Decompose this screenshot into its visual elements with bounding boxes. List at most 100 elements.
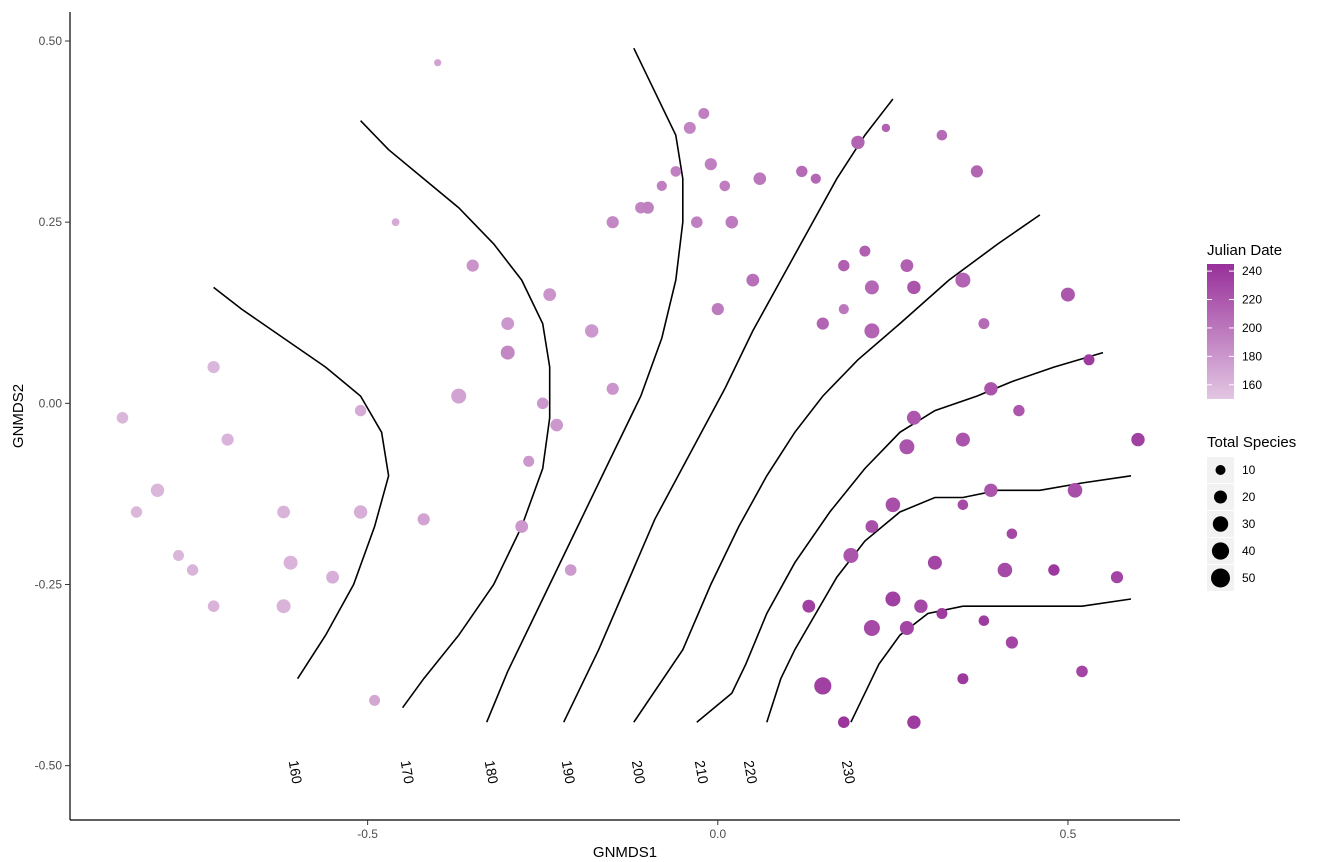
- y-axis-title: GNMDS2: [10, 384, 27, 448]
- x-axis-title: GNMDS1: [593, 844, 657, 861]
- data-point: [970, 165, 984, 178]
- data-point: [838, 259, 850, 272]
- data-point: [802, 599, 816, 613]
- data-point: [277, 505, 290, 519]
- data-point: [936, 608, 948, 619]
- data-point: [1006, 528, 1018, 540]
- data-point: [564, 564, 577, 576]
- data-point: [753, 172, 767, 185]
- data-point: [978, 318, 990, 330]
- x-axis-ticks: -0.5 0.0 0.5: [357, 820, 1077, 841]
- data-point: [466, 259, 479, 272]
- contour-line-220: [766, 475, 1132, 723]
- color-legend: Julian Date 160 180 200 220 240: [1207, 242, 1282, 399]
- contour-labels: 160 170 180 190 200 210 220 230: [286, 759, 859, 785]
- data-point: [130, 506, 143, 518]
- size-legend-label: 40: [1242, 544, 1256, 558]
- x-tick-label: 0.0: [709, 827, 726, 841]
- data-point: [984, 382, 998, 396]
- size-legend-dot: [1215, 465, 1226, 475]
- data-point: [501, 317, 515, 330]
- data-point: [276, 599, 291, 614]
- contour-label: 190: [559, 759, 579, 785]
- y-tick-label: -0.50: [35, 759, 63, 773]
- data-point: [725, 215, 739, 229]
- data-point: [150, 483, 165, 497]
- data-point: [173, 550, 184, 561]
- data-point: [536, 397, 549, 410]
- data-point: [1067, 483, 1083, 498]
- y-tick-label: 0.50: [39, 34, 63, 48]
- data-point: [704, 158, 717, 171]
- color-legend-title: Julian Date: [1207, 242, 1282, 259]
- contour-label: 170: [398, 759, 418, 785]
- size-legend-label: 50: [1242, 571, 1256, 585]
- data-point: [838, 304, 849, 315]
- x-tick-label: -0.5: [357, 827, 378, 841]
- size-legend-label: 10: [1242, 463, 1256, 477]
- data-point: [670, 166, 682, 177]
- data-point: [369, 694, 381, 706]
- data-point: [936, 129, 948, 141]
- data-point: [1076, 665, 1088, 678]
- contour-label: 210: [692, 759, 712, 785]
- data-point: [796, 165, 808, 178]
- color-legend-label: 160: [1242, 378, 1262, 392]
- size-legend-dot: [1214, 490, 1227, 504]
- data-point: [746, 273, 760, 287]
- data-point: [683, 121, 696, 134]
- data-point: [864, 323, 880, 339]
- contour-lines: [213, 47, 1132, 723]
- data-point: [863, 620, 880, 636]
- color-legend-label: 220: [1242, 293, 1262, 307]
- contour-label: 180: [482, 759, 502, 785]
- data-point: [864, 280, 879, 295]
- data-point: [606, 382, 619, 395]
- x-tick-label: 0.5: [1060, 827, 1077, 841]
- data-point: [907, 280, 921, 295]
- data-point: [543, 288, 557, 301]
- data-point: [927, 555, 942, 570]
- data-point: [997, 562, 1013, 578]
- data-point: [515, 520, 529, 533]
- contour-label: 200: [629, 759, 649, 785]
- data-point: [326, 570, 339, 584]
- data-point: [957, 499, 969, 511]
- data-point: [1110, 571, 1124, 584]
- size-legend-label: 20: [1242, 490, 1256, 504]
- data-point: [899, 439, 915, 455]
- data-point: [859, 245, 871, 257]
- data-point: [221, 433, 234, 446]
- data-point: [1048, 564, 1060, 576]
- data-point: [186, 564, 199, 576]
- data-point: [810, 173, 821, 184]
- data-point: [691, 216, 703, 228]
- data-point: [907, 715, 921, 729]
- size-legend-keys: 10 20 30 40 50: [1207, 457, 1256, 591]
- color-legend-ticks: 160 180 200 220 240: [1207, 264, 1262, 392]
- size-legend-dot: [1211, 542, 1230, 560]
- contour-line-170: [360, 120, 551, 709]
- data-point: [1131, 432, 1145, 447]
- contour-line-230: [850, 598, 1132, 723]
- data-point: [434, 59, 442, 67]
- data-point: [865, 520, 879, 533]
- data-point: [816, 317, 829, 330]
- data-point: [606, 216, 619, 229]
- data-point: [711, 303, 724, 316]
- data-point: [914, 599, 928, 613]
- data-point: [900, 259, 914, 272]
- data-point: [899, 621, 914, 635]
- contour-line-180: [485, 47, 684, 723]
- data-point: [207, 600, 220, 612]
- contour-line-160: [213, 286, 390, 680]
- data-point: [283, 555, 298, 570]
- data-point: [814, 677, 832, 695]
- data-point: [550, 418, 563, 432]
- data-point: [957, 673, 969, 685]
- data-point: [1083, 354, 1095, 366]
- data-point: [500, 345, 515, 360]
- color-legend-label: 200: [1242, 321, 1262, 335]
- data-point: [1060, 287, 1075, 302]
